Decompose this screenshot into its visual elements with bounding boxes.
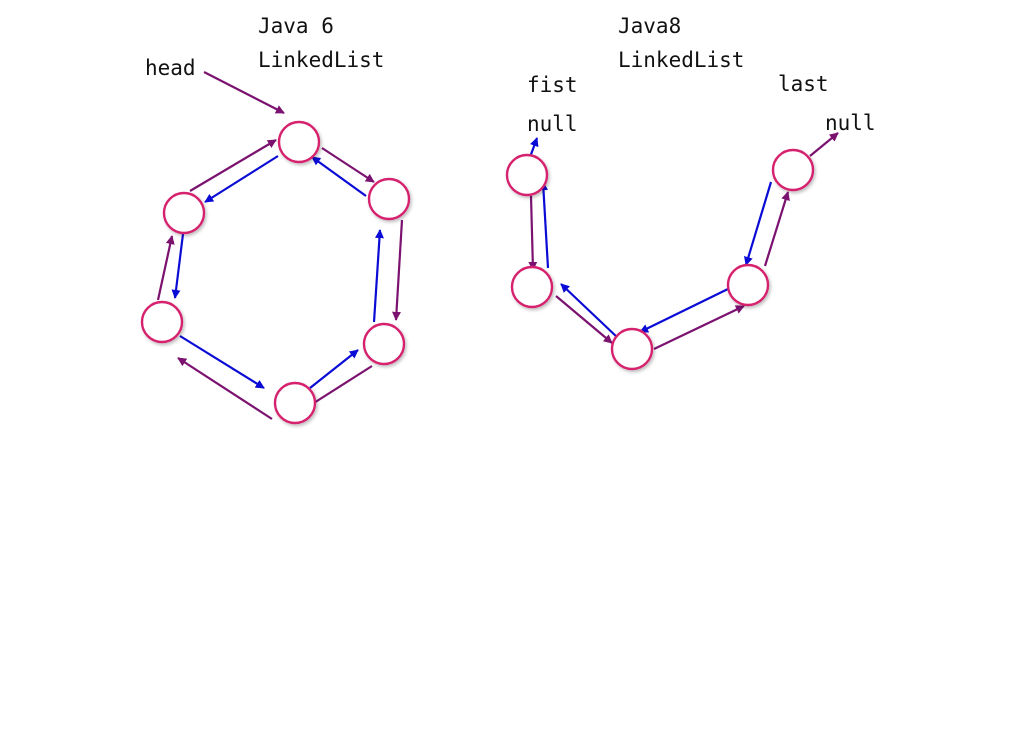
java8-prev-arrow (639, 287, 731, 333)
java6-title-line2: LinkedList (258, 48, 384, 72)
java6-prev-arrow (311, 156, 367, 197)
java6-next-arrow (156, 235, 175, 301)
java8-next-arrow (528, 195, 538, 271)
java6-prev-arrow (309, 349, 359, 389)
java6-prev-arrow (171, 233, 185, 299)
java8-title-line2: LinkedList (618, 48, 744, 72)
java8-node (510, 265, 554, 309)
java8-next-arrow (653, 305, 745, 350)
last-next-null-arrow (809, 132, 839, 157)
java8-last-node (771, 148, 815, 192)
java6-node (162, 191, 206, 235)
first-label: fist (527, 73, 578, 97)
java6-node (362, 322, 406, 366)
java6-node (277, 120, 321, 164)
java6-section: Java 6 LinkedList head (140, 14, 411, 425)
java6-node (367, 177, 411, 221)
java6-prev-arrow (372, 229, 384, 323)
java8-prev-arrow (744, 181, 773, 266)
java8-title-line1: Java8 (618, 14, 681, 38)
java8-next-arrow (763, 191, 790, 267)
java8-node (726, 263, 770, 307)
java6-node (273, 381, 317, 425)
java6-title-line1: Java 6 (258, 14, 334, 38)
last-label: last (778, 72, 829, 96)
java8-node (610, 327, 654, 371)
head-pointer-arrow (203, 71, 285, 114)
java8-prev-arrow (560, 283, 619, 339)
java6-prev-arrow (179, 335, 265, 389)
first-null-label: null (527, 112, 578, 136)
java6-node (140, 300, 184, 344)
last-null-label: null (825, 111, 876, 135)
java8-section: Java8 LinkedList fist null last null (505, 14, 876, 371)
java8-prev-arrow (538, 181, 550, 269)
java6-next-arrow (189, 139, 277, 192)
head-label: head (145, 56, 196, 80)
java6-prev-arrow (204, 155, 279, 203)
java6-next-arrow (177, 357, 273, 420)
java8-first-node (505, 153, 549, 197)
java6-next-arrow (305, 365, 373, 409)
java8-next-arrow (555, 295, 613, 344)
java6-next-arrow (321, 147, 375, 183)
java6-next-arrow (391, 219, 404, 321)
